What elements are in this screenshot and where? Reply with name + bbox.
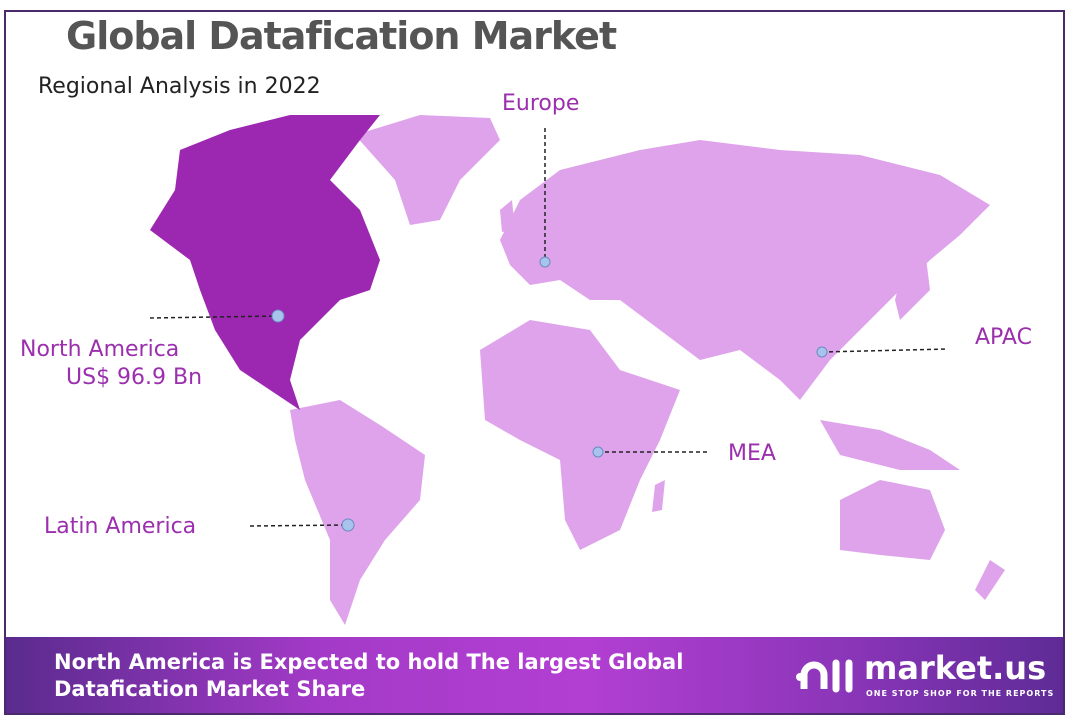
logo-name: market.us [864,649,1047,687]
label-north-america: North America US$ 96.9 Bn [20,336,202,392]
label-europe: Europe [502,91,580,116]
greenland [355,115,500,225]
page-title: Global Datafication Market [66,14,617,58]
leader-lines [149,128,949,527]
marker-mea [592,446,604,458]
land-north-america [150,115,380,410]
marker-europe [539,256,551,268]
land-other [290,115,1005,625]
page-subtitle: Regional Analysis in 2022 [38,74,321,99]
logo-tagline: ONE STOP SHOP FOR THE REPORTS [866,689,1055,698]
label-mea: MEA [728,441,776,466]
region-value: US$ 96.9 Bn [66,365,203,390]
africa [480,320,680,550]
new-zealand [975,560,1005,600]
se-asia-islands [820,420,960,470]
infographic-frame [4,10,1065,715]
footer-message: North America is Expected to hold The la… [54,649,683,703]
europe-asia [500,140,990,400]
madagascar [652,480,665,512]
footer-line-2: Datafication Market Share [54,677,366,701]
label-apac: APAC [975,325,1032,350]
market-us-logo-icon [796,659,853,693]
japan [895,250,930,320]
australia [840,480,945,560]
footer-banner: North America is Expected to hold The la… [6,637,1063,713]
region-name: North America [20,337,180,362]
marker-north-america [271,309,285,323]
marker-latin-america [341,518,355,532]
label-latin-america: Latin America [44,514,197,539]
region-markers [271,256,828,532]
south-america [290,400,425,625]
uk [500,200,515,232]
footer-line-1: North America is Expected to hold The la… [54,650,684,674]
marker-apac [816,346,828,358]
